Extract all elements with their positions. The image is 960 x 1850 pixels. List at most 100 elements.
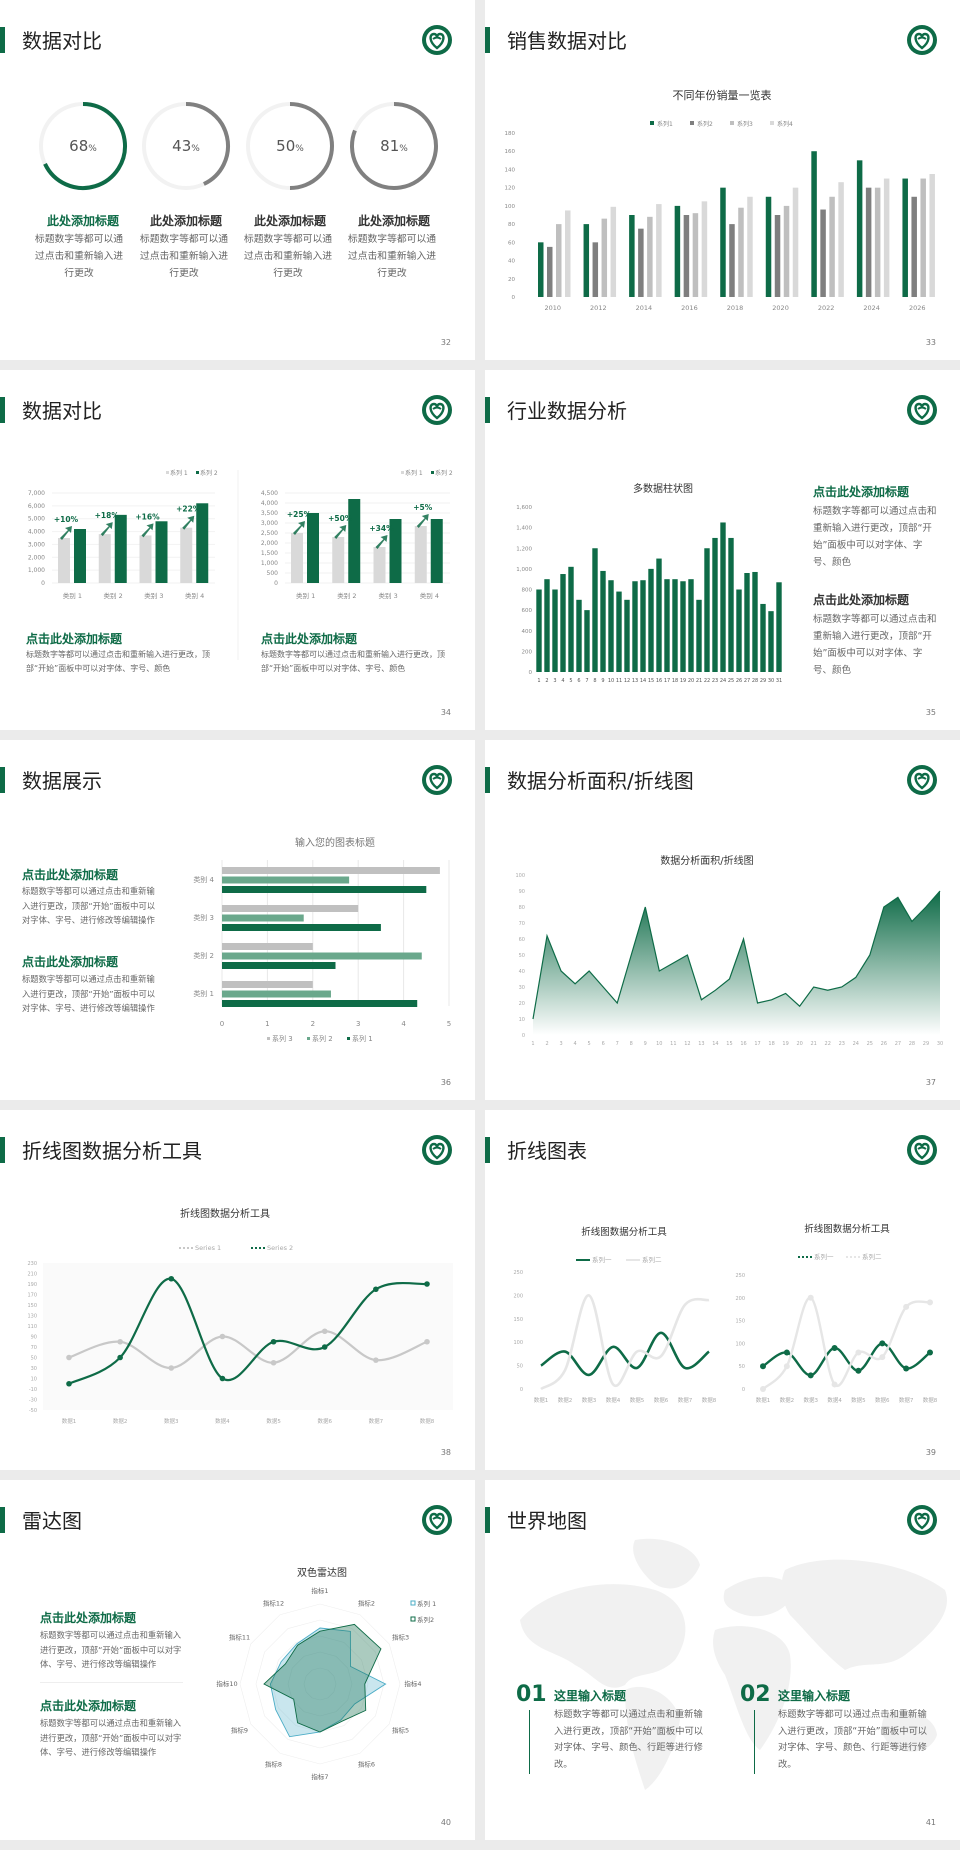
slide-32[interactable]: 数据对比 68% 43% 50% 81% 此处添加标题 标题数字等都可以通过点击和重新… xyxy=(0,0,475,360)
data-point xyxy=(270,1359,277,1366)
slide-41[interactable]: 世界地图 01 这里输入标题 标题数字等都可以通过点击和重新输入进行更改，顶部“… xyxy=(485,1480,960,1840)
legend-swatch xyxy=(410,1616,416,1622)
y-tick-label: 150 xyxy=(27,1303,37,1309)
y-tick-label: 70 xyxy=(519,921,525,927)
slide-title: 数据展示 xyxy=(22,769,102,793)
y-tick-label: 200 xyxy=(735,1296,745,1302)
bar xyxy=(783,205,790,297)
block-desc: 标题数字等都可以通过点击和重新输入进行更改，顶部“开始”面板中可以对字体、字号、… xyxy=(778,1709,928,1770)
bar xyxy=(656,558,662,672)
data-point xyxy=(831,1344,838,1351)
x-tick-label: 8 xyxy=(630,1041,633,1047)
bar xyxy=(222,876,350,884)
x-tick-label: 数据4 xyxy=(606,1396,621,1404)
x-tick-label: 数据8 xyxy=(702,1396,717,1404)
x-tick-label: 数据4 xyxy=(215,1417,230,1425)
data-point xyxy=(373,1357,379,1363)
y-tick-label: 4,500 xyxy=(261,490,278,497)
slide-34[interactable]: 数据对比 系列 1 系列 2 0 1,000 2,000 3,000 4,000 5,000 6… xyxy=(0,370,475,730)
bar xyxy=(701,201,708,297)
growth-label: +34% xyxy=(369,524,394,533)
x-tick-label: 0 xyxy=(220,1020,224,1028)
x-tick-label: 13 xyxy=(698,1041,704,1047)
data-point xyxy=(903,1365,910,1372)
x-tick-label: 数据7 xyxy=(369,1417,384,1425)
x-tick-label: 数据5 xyxy=(851,1396,866,1404)
bar xyxy=(902,178,908,297)
growth-label: +10% xyxy=(54,515,79,524)
bar xyxy=(728,537,734,672)
slide-35[interactable]: 行业数据分析 多数据柱状图 0 200 400 600 800 1,000 1,200 1,40… xyxy=(485,370,960,730)
y-tick-label: 0 xyxy=(742,1387,745,1393)
x-tick-label: 19 xyxy=(680,678,686,684)
slide-40[interactable]: 雷达图 双色雷达图 指标1 指标2 指标3 指标4 指标5 指标6 指标7 指标8 指标9 指标10… xyxy=(0,1480,475,1840)
growth-label: +16% xyxy=(135,512,160,521)
bar xyxy=(222,914,304,922)
axis-label: 指标5 xyxy=(392,1726,409,1735)
y-tick-label: 90 xyxy=(31,1335,37,1341)
x-tick-label: 1 xyxy=(265,1020,269,1028)
x-tick-label: 2010 xyxy=(545,304,562,312)
ring-progress-arc xyxy=(185,102,230,186)
bar xyxy=(829,196,835,297)
bar xyxy=(632,581,638,672)
block-heading: 点击此处添加标题 xyxy=(261,632,358,646)
x-tick-label: 数据1 xyxy=(534,1396,549,1404)
axis-label: 指标11 xyxy=(229,1633,250,1642)
slide-39[interactable]: 折线图表 折线图数据分析工具 0 50 100 150 200 250 数据1 数据2 数据3 数据… xyxy=(485,1110,960,1470)
axis-label: 指标1 xyxy=(311,1586,328,1595)
slide-37[interactable]: 数据分析面积/折线图 数据分析面积/折线图 0 10 20 30 40 50 60 70 80 90… xyxy=(485,740,960,1100)
y-tick-label: 4,000 xyxy=(261,500,278,507)
bar xyxy=(222,1000,418,1007)
axis-label: 指标7 xyxy=(311,1772,328,1781)
slide-33[interactable]: 销售数据对比 不同年份销量一览表 系列1 系列2 系列3 系列4 0 20 40 60 80 100… xyxy=(485,0,960,360)
bar xyxy=(624,599,630,672)
chart-title: 多数据柱状图 xyxy=(633,482,693,495)
axis-label: 指标2 xyxy=(358,1598,375,1607)
slide-38[interactable]: 折线图数据分析工具 折线图数据分析工具 -50 -30 -10 10 30 50 70 90 11… xyxy=(0,1110,475,1470)
x-tick-label: 25 xyxy=(867,1041,873,1047)
y-tick-label: 130 xyxy=(27,1314,37,1320)
ring-progress-arc xyxy=(43,102,127,190)
block-desc: 标题数字等都可以通过点击和重新输入进行更改，顶部“开始”面板中可以对字体、字号、… xyxy=(22,886,156,925)
logo-swoosh xyxy=(432,36,442,40)
radar-grid xyxy=(287,1651,353,1717)
x-tick-label: 数据2 xyxy=(780,1396,795,1404)
y-tick-label: 7,000 xyxy=(28,490,45,497)
legend-swatch xyxy=(650,121,654,125)
world-map-background xyxy=(520,1538,947,1790)
ring-heading: 此处添加标题 xyxy=(46,214,119,228)
title-accent-bar xyxy=(0,397,5,423)
logo-swoosh xyxy=(917,1516,927,1520)
y-tick-label: 6,000 xyxy=(28,503,45,510)
title-accent-bar xyxy=(0,767,5,793)
logo-icon xyxy=(907,1505,937,1535)
x-tick-label: 5 xyxy=(588,1041,591,1047)
block-heading: 点击此处添加标题 xyxy=(813,485,910,499)
growth-arrow-icon xyxy=(60,526,72,540)
data-point xyxy=(831,1381,838,1388)
africa-shape xyxy=(713,1626,791,1750)
legend-label: 系列2 xyxy=(417,1615,434,1624)
slide-title: 雷达图 xyxy=(22,1509,82,1533)
axis-label: 指标10 xyxy=(216,1679,237,1688)
x-tick-label: 20 xyxy=(796,1041,802,1047)
legend-swatch xyxy=(267,1037,270,1040)
slide-title: 销售数据对比 xyxy=(507,29,627,53)
line-charts: 折线图数据分析工具 0 50 100 150 200 250 数据1 数据2 数据3 数据4 数据5 数… xyxy=(513,1223,937,1404)
bar xyxy=(712,537,718,672)
legend-label: 系列一 xyxy=(592,1255,612,1264)
bar xyxy=(222,943,313,950)
block-heading: 点击此处添加标题 xyxy=(813,593,910,607)
y-tick-label: 100 xyxy=(515,873,525,879)
y-tick-label: 3,000 xyxy=(28,541,45,548)
chart-title: 数据分析面积/折线图 xyxy=(660,854,753,867)
x-tick-label: 数据8 xyxy=(420,1417,435,1425)
x-tick-label: 30 xyxy=(937,1041,943,1047)
y-tick-label: 60 xyxy=(519,937,525,943)
slide-36[interactable]: 数据展示 输入您的图表标题 0 1 2 3 4 5 类别 1 类别 2 类别 3 类别 4 系列 3 系… xyxy=(0,740,475,1100)
legend-swatch xyxy=(431,471,434,474)
x-tick-label: 2020 xyxy=(772,304,789,312)
x-tick-label: 数据2 xyxy=(558,1396,573,1404)
